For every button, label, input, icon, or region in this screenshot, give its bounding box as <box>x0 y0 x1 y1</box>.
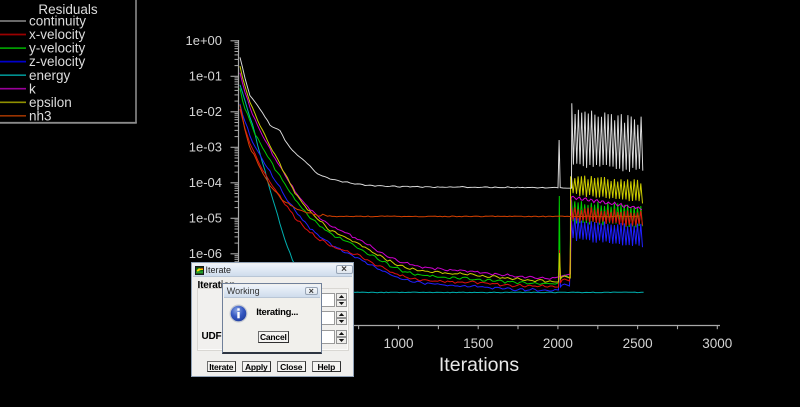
svg-text:epsilon: epsilon <box>29 95 72 110</box>
svg-text:2000: 2000 <box>543 336 573 351</box>
svg-text:x-velocity: x-velocity <box>29 27 86 42</box>
svg-text:1000: 1000 <box>383 336 413 351</box>
svg-text:z-velocity: z-velocity <box>29 54 86 69</box>
svg-text:1500: 1500 <box>463 336 493 351</box>
svg-text:y-velocity: y-velocity <box>29 41 86 56</box>
svg-text:1e-03: 1e-03 <box>189 140 222 155</box>
svg-text:nh3: nh3 <box>29 108 52 123</box>
svg-text:continuity: continuity <box>29 14 86 29</box>
svg-text:1e-04: 1e-04 <box>189 175 222 190</box>
svg-text:1e-02: 1e-02 <box>189 104 222 119</box>
svg-text:1e-01: 1e-01 <box>189 69 222 84</box>
svg-text:energy: energy <box>29 68 71 83</box>
svg-text:2500: 2500 <box>623 336 653 351</box>
svg-text:Iterations: Iterations <box>439 354 519 376</box>
svg-text:1e-05: 1e-05 <box>189 211 222 226</box>
svg-text:3000: 3000 <box>702 336 732 351</box>
svg-text:1e+00: 1e+00 <box>185 33 222 48</box>
svg-text:k: k <box>29 81 36 96</box>
svg-text:1e-06: 1e-06 <box>189 246 222 261</box>
svg-text:Residuals: Residuals <box>38 2 98 17</box>
